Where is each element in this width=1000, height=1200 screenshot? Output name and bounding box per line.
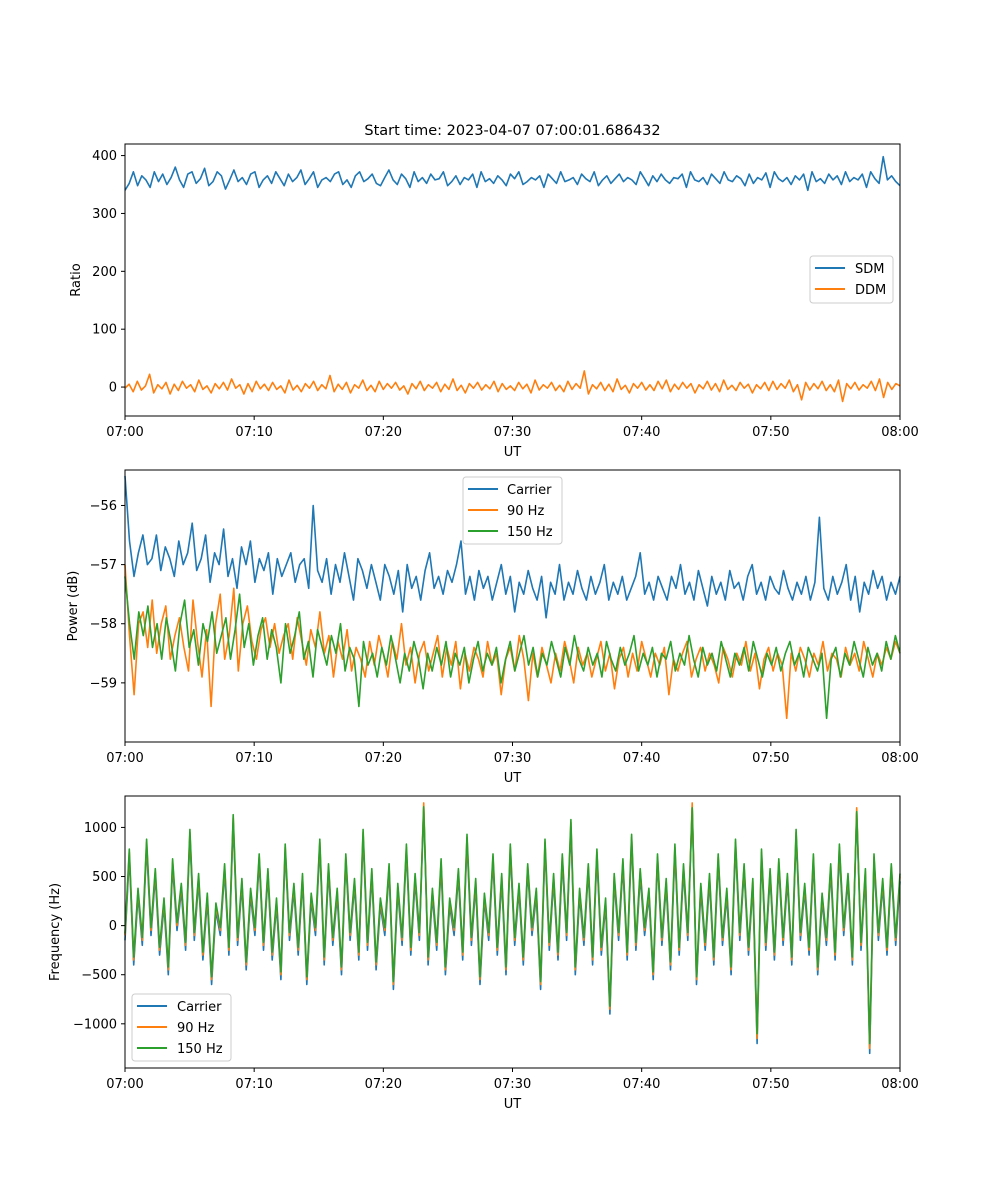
ratio-x-tick-label: 07:00 (106, 425, 143, 440)
power-x-tick-label: 07:40 (623, 751, 660, 766)
ratio-x-label: UT (504, 445, 522, 460)
frequency-x-tick-label: 08:00 (881, 1077, 918, 1092)
power-x-tick-label: 07:00 (106, 751, 143, 766)
frequency-legend-label-150hz: 150 Hz (177, 1042, 223, 1057)
ratio-x-tick-label: 07:10 (235, 425, 272, 440)
power-x-tick-label: 08:00 (881, 751, 918, 766)
frequency-panel: 07:00 07:10 07:20 07:30 07:40 07:50 08:00 1000 5… (48, 795, 919, 1112)
frequency-legend-box (131, 993, 232, 1062)
ratio-x-tick-label: 07:20 (365, 425, 402, 440)
frequency-y-tick-label: −500 (81, 968, 117, 983)
frequency-y-label: Frequency (Hz) (48, 883, 63, 981)
frequency-x-tick-label: 07:10 (235, 1077, 272, 1092)
ratio-y-tick-label: 200 (92, 265, 117, 280)
power-series-line-carrier (124, 475, 901, 619)
frequency-y-tick-label: 1000 (84, 821, 117, 836)
power-series-line-150-hz (124, 576, 901, 720)
power-x-tick-label: 07:30 (494, 751, 531, 766)
frequency-series-line-150-hz (124, 805, 901, 1045)
power-x-tick-label: 07:20 (365, 751, 402, 766)
power-legend-label-90hz: 90 Hz (507, 504, 544, 519)
frequency-x-tick-label: 07:20 (365, 1077, 402, 1092)
power-legend-label-150hz: 150 Hz (507, 525, 553, 540)
power-y-tick-label: −58 (90, 617, 117, 632)
ratio-legend: SDM DDM (809, 255, 894, 304)
power-y-label: Power (dB) (66, 571, 81, 642)
frequency-legend-label-90hz: 90 Hz (177, 1021, 214, 1036)
frequency-x-tick-label: 07:50 (752, 1077, 789, 1092)
ratio-panel: 07:00 07:10 07:20 07:30 07:40 07:50 08:00 0 100 2… (69, 143, 919, 460)
ratio-series-line-sdm (124, 155, 901, 192)
ratio-y-label: Ratio (69, 263, 84, 296)
frequency-y-tick-label: 0 (109, 919, 117, 934)
power-y-tick-label: −59 (90, 676, 117, 691)
frequency-legend-label-carrier: Carrier (177, 1000, 222, 1015)
ratio-y-tick-label: 0 (109, 381, 117, 396)
power-legend-label-carrier: Carrier (507, 483, 552, 498)
ratio-legend-label-sdm: SDM (855, 262, 884, 277)
frequency-legend: Carrier 90 Hz 150 Hz (131, 993, 232, 1062)
power-y-tick-label: −57 (90, 558, 117, 573)
power-legend: Carrier 90 Hz 150 Hz (462, 476, 563, 545)
frequency-y-tick-label: −1000 (73, 1017, 117, 1032)
frequency-x-tick-label: 07:00 (106, 1077, 143, 1092)
power-legend-box (462, 476, 563, 545)
frequency-y-tick-label: 500 (92, 870, 117, 885)
power-x-tick-label: 07:50 (752, 751, 789, 766)
ratio-plot-frame (124, 143, 901, 417)
ratio-y-tick-label: 400 (92, 149, 117, 164)
power-panel: 07:00 07:10 07:20 07:30 07:40 07:50 08:00 −56 −5… (66, 469, 919, 786)
power-x-label: UT (504, 771, 522, 786)
frequency-x-tick-label: 07:40 (623, 1077, 660, 1092)
power-x-tick-label: 07:10 (235, 751, 272, 766)
figure-title: Start time: 2023-04-07 07:00:01.686432 (364, 123, 660, 139)
ratio-series-line-ddm (124, 370, 901, 403)
frequency-x-label: UT (504, 1097, 522, 1112)
ratio-y-tick-label: 300 (92, 207, 117, 222)
ratio-y-tick-label: 100 (92, 323, 117, 338)
frequency-x-tick-label: 07:30 (494, 1077, 531, 1092)
ratio-x-tick-label: 07:50 (752, 425, 789, 440)
ratio-x-tick-label: 07:40 (623, 425, 660, 440)
ratio-legend-label-ddm: DDM (855, 283, 886, 298)
ratio-x-tick-label: 08:00 (881, 425, 918, 440)
ratio-x-tick-label: 07:30 (494, 425, 531, 440)
power-y-tick-label: −56 (90, 499, 117, 514)
